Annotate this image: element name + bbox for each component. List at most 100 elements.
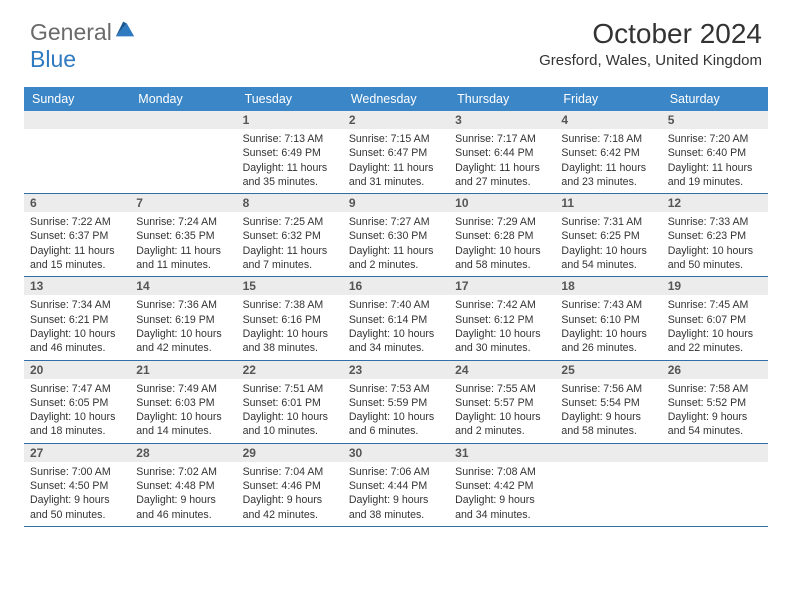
calendar-day: 13Sunrise: 7:34 AMSunset: 6:21 PMDayligh… [24,277,130,359]
calendar-day: 29Sunrise: 7:04 AMSunset: 4:46 PMDayligh… [237,444,343,526]
day-info: Sunrise: 7:13 AMSunset: 6:49 PMDaylight:… [237,129,343,193]
calendar-day: 21Sunrise: 7:49 AMSunset: 6:03 PMDayligh… [130,361,236,443]
day-header-row: SundayMondayTuesdayWednesdayThursdayFrid… [24,87,768,111]
calendar-day: 15Sunrise: 7:38 AMSunset: 6:16 PMDayligh… [237,277,343,359]
day-info: Sunrise: 7:24 AMSunset: 6:35 PMDaylight:… [130,212,236,276]
calendar-day: 19Sunrise: 7:45 AMSunset: 6:07 PMDayligh… [662,277,768,359]
day-number: 4 [555,111,661,129]
logo: General Blue [30,18,136,73]
day-number: 28 [130,444,236,462]
logo-mark-icon [114,18,136,40]
calendar-day: 26Sunrise: 7:58 AMSunset: 5:52 PMDayligh… [662,361,768,443]
day-number: 29 [237,444,343,462]
calendar-week: 27Sunrise: 7:00 AMSunset: 4:50 PMDayligh… [24,444,768,527]
day-info: Sunrise: 7:17 AMSunset: 6:44 PMDaylight:… [449,129,555,193]
day-info: Sunrise: 7:43 AMSunset: 6:10 PMDaylight:… [555,295,661,359]
day-number: 30 [343,444,449,462]
calendar-day: 5Sunrise: 7:20 AMSunset: 6:40 PMDaylight… [662,111,768,193]
day-info: Sunrise: 7:42 AMSunset: 6:12 PMDaylight:… [449,295,555,359]
calendar-day: 30Sunrise: 7:06 AMSunset: 4:44 PMDayligh… [343,444,449,526]
day-info: Sunrise: 7:33 AMSunset: 6:23 PMDaylight:… [662,212,768,276]
calendar-week: 20Sunrise: 7:47 AMSunset: 6:05 PMDayligh… [24,361,768,444]
day-number: 11 [555,194,661,212]
logo-word-1: General [30,19,112,45]
day-header-cell: Saturday [662,87,768,111]
day-info: Sunrise: 7:15 AMSunset: 6:47 PMDaylight:… [343,129,449,193]
calendar-day: 27Sunrise: 7:00 AMSunset: 4:50 PMDayligh… [24,444,130,526]
day-info: Sunrise: 7:56 AMSunset: 5:54 PMDaylight:… [555,379,661,443]
calendar-day: 24Sunrise: 7:55 AMSunset: 5:57 PMDayligh… [449,361,555,443]
day-number: 1 [237,111,343,129]
day-info: Sunrise: 7:58 AMSunset: 5:52 PMDaylight:… [662,379,768,443]
day-number: 9 [343,194,449,212]
calendar-body: ..1Sunrise: 7:13 AMSunset: 6:49 PMDaylig… [24,111,768,527]
calendar-day: 18Sunrise: 7:43 AMSunset: 6:10 PMDayligh… [555,277,661,359]
day-number: 20 [24,361,130,379]
day-number: 24 [449,361,555,379]
logo-text: General Blue [30,18,136,73]
calendar-day-empty: . [130,111,236,193]
calendar-day: 12Sunrise: 7:33 AMSunset: 6:23 PMDayligh… [662,194,768,276]
calendar-day: 28Sunrise: 7:02 AMSunset: 4:48 PMDayligh… [130,444,236,526]
day-number: . [555,444,661,462]
day-info: Sunrise: 7:08 AMSunset: 4:42 PMDaylight:… [449,462,555,526]
month-title: October 2024 [539,18,762,50]
calendar-day: 31Sunrise: 7:08 AMSunset: 4:42 PMDayligh… [449,444,555,526]
day-number: 25 [555,361,661,379]
day-info: Sunrise: 7:29 AMSunset: 6:28 PMDaylight:… [449,212,555,276]
day-info: Sunrise: 7:22 AMSunset: 6:37 PMDaylight:… [24,212,130,276]
day-info: Sunrise: 7:45 AMSunset: 6:07 PMDaylight:… [662,295,768,359]
day-header-cell: Wednesday [343,87,449,111]
day-info: Sunrise: 7:38 AMSunset: 6:16 PMDaylight:… [237,295,343,359]
day-number: 17 [449,277,555,295]
day-number: 22 [237,361,343,379]
day-info: Sunrise: 7:40 AMSunset: 6:14 PMDaylight:… [343,295,449,359]
day-number: 13 [24,277,130,295]
location-text: Gresford, Wales, United Kingdom [539,52,762,69]
day-info: Sunrise: 7:47 AMSunset: 6:05 PMDaylight:… [24,379,130,443]
day-number: 10 [449,194,555,212]
day-info: Sunrise: 7:06 AMSunset: 4:44 PMDaylight:… [343,462,449,526]
day-info: Sunrise: 7:25 AMSunset: 6:32 PMDaylight:… [237,212,343,276]
day-info: Sunrise: 7:31 AMSunset: 6:25 PMDaylight:… [555,212,661,276]
day-number: 16 [343,277,449,295]
day-number: 19 [662,277,768,295]
day-header-cell: Monday [130,87,236,111]
day-info: Sunrise: 7:36 AMSunset: 6:19 PMDaylight:… [130,295,236,359]
day-header-cell: Tuesday [237,87,343,111]
day-info: Sunrise: 7:55 AMSunset: 5:57 PMDaylight:… [449,379,555,443]
day-info: Sunrise: 7:00 AMSunset: 4:50 PMDaylight:… [24,462,130,526]
calendar-day: 10Sunrise: 7:29 AMSunset: 6:28 PMDayligh… [449,194,555,276]
day-info: Sunrise: 7:53 AMSunset: 5:59 PMDaylight:… [343,379,449,443]
calendar-day: 4Sunrise: 7:18 AMSunset: 6:42 PMDaylight… [555,111,661,193]
calendar-day: 23Sunrise: 7:53 AMSunset: 5:59 PMDayligh… [343,361,449,443]
day-info: Sunrise: 7:02 AMSunset: 4:48 PMDaylight:… [130,462,236,526]
logo-word-2: Blue [30,46,76,72]
calendar-day: 25Sunrise: 7:56 AMSunset: 5:54 PMDayligh… [555,361,661,443]
calendar-day: 16Sunrise: 7:40 AMSunset: 6:14 PMDayligh… [343,277,449,359]
day-header-cell: Thursday [449,87,555,111]
day-info: Sunrise: 7:04 AMSunset: 4:46 PMDaylight:… [237,462,343,526]
day-number: 6 [24,194,130,212]
title-block: October 2024 Gresford, Wales, United Kin… [539,18,762,69]
calendar-week: 6Sunrise: 7:22 AMSunset: 6:37 PMDaylight… [24,194,768,277]
day-number: . [24,111,130,129]
day-number: 2 [343,111,449,129]
calendar-day: 22Sunrise: 7:51 AMSunset: 6:01 PMDayligh… [237,361,343,443]
day-info: Sunrise: 7:20 AMSunset: 6:40 PMDaylight:… [662,129,768,193]
header: General Blue October 2024 Gresford, Wale… [0,0,792,79]
calendar-day: 7Sunrise: 7:24 AMSunset: 6:35 PMDaylight… [130,194,236,276]
calendar-day: 14Sunrise: 7:36 AMSunset: 6:19 PMDayligh… [130,277,236,359]
day-number: 18 [555,277,661,295]
day-info: Sunrise: 7:49 AMSunset: 6:03 PMDaylight:… [130,379,236,443]
calendar-day: 1Sunrise: 7:13 AMSunset: 6:49 PMDaylight… [237,111,343,193]
day-number: 15 [237,277,343,295]
calendar-day: 6Sunrise: 7:22 AMSunset: 6:37 PMDaylight… [24,194,130,276]
day-number: 12 [662,194,768,212]
day-number: 8 [237,194,343,212]
day-number: 26 [662,361,768,379]
calendar-day: 20Sunrise: 7:47 AMSunset: 6:05 PMDayligh… [24,361,130,443]
day-number: 27 [24,444,130,462]
calendar-day-empty: . [555,444,661,526]
day-number: 14 [130,277,236,295]
